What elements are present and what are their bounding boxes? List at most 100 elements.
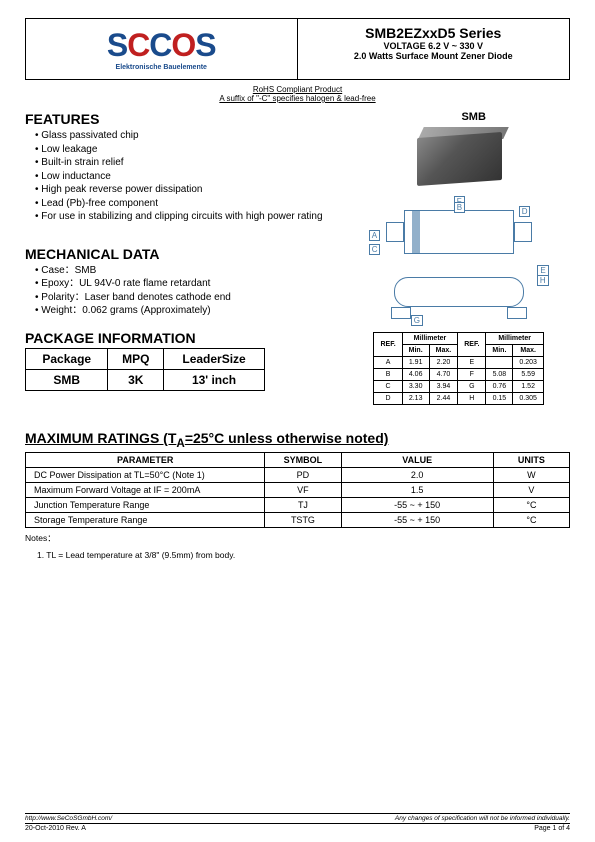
max-cell: Maximum Forward Voltage at IF = 200mA	[26, 482, 265, 497]
footer-disclaimer: Any changes of specification will not be…	[395, 815, 570, 822]
pkg-cell: SMB	[26, 369, 108, 390]
dim-cell: 3.30	[402, 381, 429, 393]
max-th: SYMBOL	[265, 452, 341, 467]
max-heading-text: MAXIMUM RATINGS (T	[25, 430, 176, 446]
mech-item: Polarity：Laser band denotes cathode end	[35, 291, 332, 305]
rohs-notice: RoHS Compliant Product A suffix of "-C" …	[25, 80, 570, 103]
pkg-cell: 3K	[108, 369, 164, 390]
max-th: UNITS	[493, 452, 569, 467]
side-view: E H G	[369, 267, 549, 322]
features-list: Glass passivated chip Low leakage Built-…	[25, 129, 332, 224]
max-cell: W	[493, 467, 569, 482]
dim-th-mm: Millimeter	[402, 333, 458, 345]
footer-rev: 20-Oct-2010 Rev. A	[25, 825, 86, 832]
top-view: A C F B D	[369, 202, 549, 262]
mechanical-list: Case：SMB Epoxy：UL 94V-0 rate flame retar…	[25, 264, 332, 318]
dim-cell: 2.13	[402, 393, 429, 405]
smb-label: SMB	[377, 111, 570, 123]
dim-cell: 4.70	[429, 369, 458, 381]
dim-cell: H	[458, 393, 486, 405]
series-title: SMB2EZxxD5 Series	[298, 25, 570, 41]
smb-body-face	[417, 132, 502, 186]
logo-subtitle: Elektronische Bauelemente	[116, 64, 207, 71]
max-th: PARAMETER	[26, 452, 265, 467]
voltage-spec: VOLTAGE 6.2 V ~ 330 V	[298, 41, 570, 51]
dim-th-ref: REF.	[374, 333, 402, 357]
mech-item: Case：SMB	[35, 264, 332, 278]
mech-item: Epoxy：UL 94V-0 rate flame retardant	[35, 277, 332, 291]
dim-cell: 0.76	[486, 381, 513, 393]
dim-h: H	[537, 275, 549, 286]
feature-item: Glass passivated chip	[35, 129, 332, 143]
dim-th-max: Max.	[513, 345, 544, 357]
dim-cell: 2.20	[429, 357, 458, 369]
dim-th-mm: Millimeter	[486, 333, 544, 345]
body-rect	[404, 210, 514, 254]
package-heading: PACKAGE INFORMATION	[25, 330, 332, 346]
logo-letter: O	[171, 27, 195, 63]
mech-item: Weight：0.062 grams (Approximately)	[35, 304, 332, 318]
dim-cell: 5.59	[513, 369, 544, 381]
footer: http://www.SeCoSGmbH.com/ Any changes of…	[25, 813, 570, 832]
pad-left	[386, 222, 404, 242]
logo-letter: S	[195, 27, 215, 63]
dim-th-ref: REF.	[458, 333, 486, 357]
dim-cell: 4.06	[402, 369, 429, 381]
dim-cell: 5.08	[486, 369, 513, 381]
logo-block: SCCOS Elektronische Bauelemente	[26, 19, 298, 79]
pkg-cell: 13' inch	[164, 369, 265, 390]
footer-page: Page 1 of 4	[534, 825, 570, 832]
features-heading: FEATURES	[25, 111, 332, 127]
cathode-band	[412, 210, 420, 254]
body-side	[394, 277, 524, 307]
max-ratings-table: PARAMETER SYMBOL VALUE UNITS DC Power Di…	[25, 452, 570, 528]
dim-cell: A	[374, 357, 402, 369]
dim-c: C	[369, 244, 381, 255]
max-ratings-heading: MAXIMUM RATINGS (TA=25°C unless otherwis…	[25, 430, 570, 450]
note-1: 1. TL = Lead temperature at 3/8" (9.5mm)…	[37, 550, 570, 560]
max-cell: Storage Temperature Range	[26, 512, 265, 527]
mechanical-heading: MECHANICAL DATA	[25, 246, 332, 262]
dim-cell: F	[458, 369, 486, 381]
logo-text: SCCOS	[107, 27, 216, 64]
max-cell: °C	[493, 497, 569, 512]
pad-right	[514, 222, 532, 242]
max-cell: 2.0	[341, 467, 493, 482]
dim-cell: 2.44	[429, 393, 458, 405]
rohs-line2: A suffix of "-C" specifies halogen & lea…	[25, 94, 570, 103]
feature-item: Low leakage	[35, 143, 332, 157]
max-cell: TJ	[265, 497, 341, 512]
max-cell: V	[493, 482, 569, 497]
dim-g: G	[411, 315, 423, 326]
max-th: VALUE	[341, 452, 493, 467]
dim-d: D	[519, 206, 531, 217]
dim-cell: 0.305	[513, 393, 544, 405]
header: SCCOS Elektronische Bauelemente SMB2EZxx…	[25, 18, 570, 80]
dim-cell: 3.94	[429, 381, 458, 393]
footer-url: http://www.SeCoSGmbH.com/	[25, 815, 112, 822]
dim-th-min: Min.	[402, 345, 429, 357]
rohs-line1: RoHS Compliant Product	[25, 85, 570, 94]
dim-cell: 1.91	[402, 357, 429, 369]
max-cell: TSTG	[265, 512, 341, 527]
dim-cell: 0.203	[513, 357, 544, 369]
max-cell: Junction Temperature Range	[26, 497, 265, 512]
feature-item: High peak reverse power dissipation	[35, 183, 332, 197]
dim-th-max: Max.	[429, 345, 458, 357]
feature-item: Lead (Pb)-free component	[35, 197, 332, 211]
foot-left	[391, 307, 411, 319]
dim-a: A	[369, 230, 380, 241]
dim-cell: 0.15	[486, 393, 513, 405]
max-cell: VF	[265, 482, 341, 497]
dim-th-min: Min.	[486, 345, 513, 357]
max-cell: °C	[493, 512, 569, 527]
feature-item: For use in stabilizing and clipping circ…	[35, 210, 332, 224]
dimension-table: REF. Millimeter REF. Millimeter Min. Max…	[373, 332, 543, 405]
pkg-header: MPQ	[108, 348, 164, 369]
pkg-header: LeaderSize	[164, 348, 265, 369]
max-cell: 1.5	[341, 482, 493, 497]
title-block: SMB2EZxxD5 Series VOLTAGE 6.2 V ~ 330 V …	[298, 19, 570, 79]
foot-right	[507, 307, 527, 319]
logo-letter: C	[149, 27, 171, 63]
max-cell: DC Power Dissipation at TL=50°C (Note 1)	[26, 467, 265, 482]
